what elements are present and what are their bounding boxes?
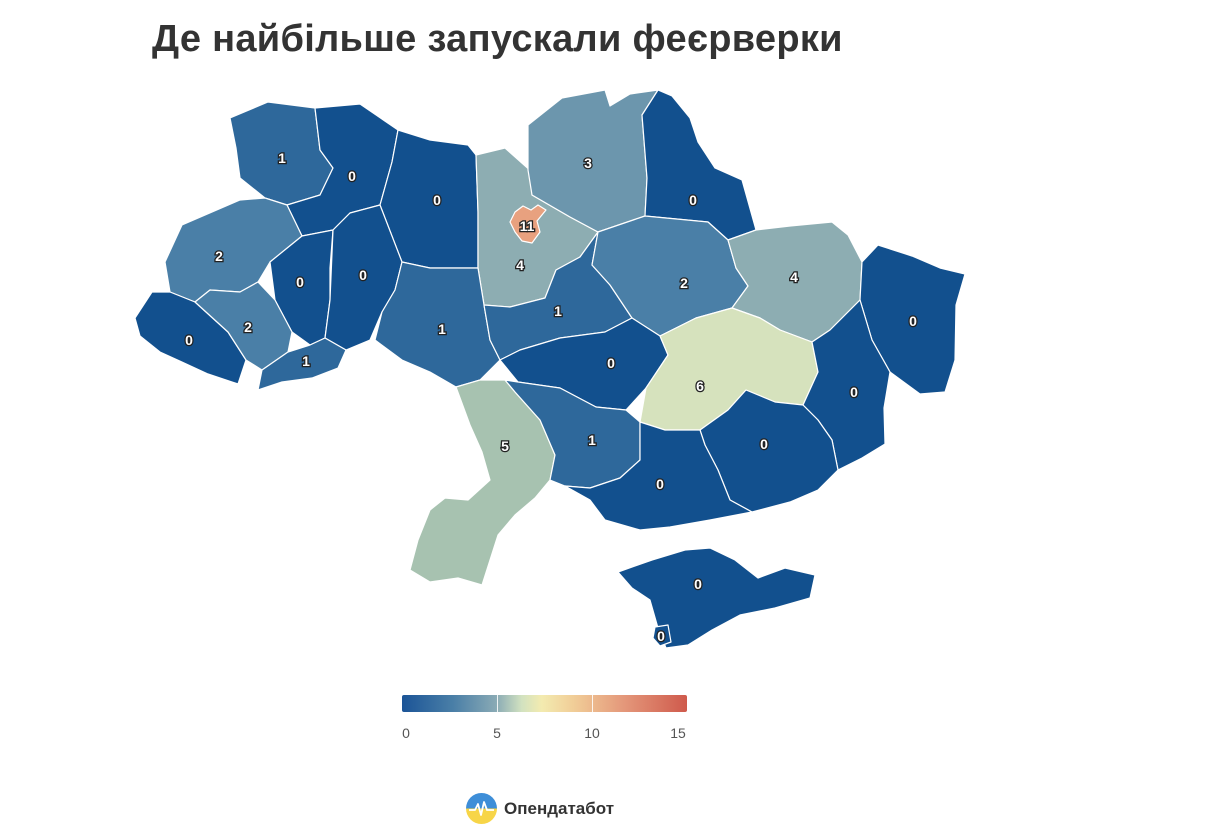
region-kyiv-city[interactable]	[509, 204, 547, 244]
region-value-kharkiv: 4	[790, 269, 798, 285]
region-value-zaporizhzhia: 0	[760, 436, 768, 452]
region-value-odesa: 5	[501, 438, 509, 454]
legend-ticks: 0 5 10 15	[402, 725, 687, 745]
region-value-crimea: 0	[694, 576, 702, 592]
brand-name: Опендатабот	[504, 798, 615, 818]
region-value-kyiv-city: 11	[520, 218, 535, 234]
region-kherson[interactable]	[564, 421, 753, 531]
region-value-volyn: 1	[278, 150, 286, 166]
legend-tick-label: 15	[670, 725, 686, 741]
legend-separator	[497, 695, 498, 712]
region-value-chernihiv: 3	[584, 155, 592, 171]
legend-tick-label: 10	[584, 725, 600, 741]
brand-footer: Опендатабот	[466, 793, 614, 824]
region-value-luhansk: 0	[909, 313, 917, 329]
region-value-poltava: 2	[680, 275, 688, 291]
region-value-mykolaiv: 1	[588, 432, 596, 448]
region-sevastopol[interactable]	[652, 624, 672, 647]
region-ivano-frankivsk[interactable]	[194, 281, 293, 371]
region-value-zhytomyr: 0	[433, 192, 441, 208]
region-value-zakarpattia: 0	[185, 332, 193, 348]
region-chernivtsi[interactable]	[257, 337, 347, 391]
region-value-dnipropetrovsk: 6	[696, 378, 704, 394]
region-value-rivne: 0	[348, 168, 356, 184]
region-value-vinnytsia: 1	[438, 321, 446, 337]
region-value-ivano-frankivsk: 2	[244, 319, 252, 335]
region-value-kirovohrad: 0	[607, 355, 615, 371]
region-value-sevastopol: 0	[657, 628, 665, 644]
opendatabot-logo-icon	[466, 793, 497, 824]
region-crimea[interactable]	[617, 547, 816, 649]
region-value-cherkasy: 1	[554, 303, 562, 319]
region-value-khmelnytskyi: 0	[359, 267, 367, 283]
region-value-donetsk: 0	[850, 384, 858, 400]
region-zakarpattia[interactable]	[134, 291, 247, 385]
region-value-kherson: 0	[656, 476, 664, 492]
region-value-sumy: 0	[689, 192, 697, 208]
legend-color-bar	[402, 695, 687, 712]
region-value-chernivtsi: 1	[302, 353, 310, 369]
page-title: Де найбільше запускали феєрверки	[152, 18, 843, 60]
legend-tick-label: 0	[402, 725, 410, 741]
region-value-lviv: 2	[215, 248, 223, 264]
color-legend: 0 5 10 15	[402, 695, 687, 745]
region-value-kyiv-oblast: 4	[516, 257, 524, 273]
legend-separator	[592, 695, 593, 712]
legend-tick-label: 5	[493, 725, 501, 741]
regions-layer	[134, 89, 966, 649]
region-value-ternopil: 0	[296, 274, 304, 290]
